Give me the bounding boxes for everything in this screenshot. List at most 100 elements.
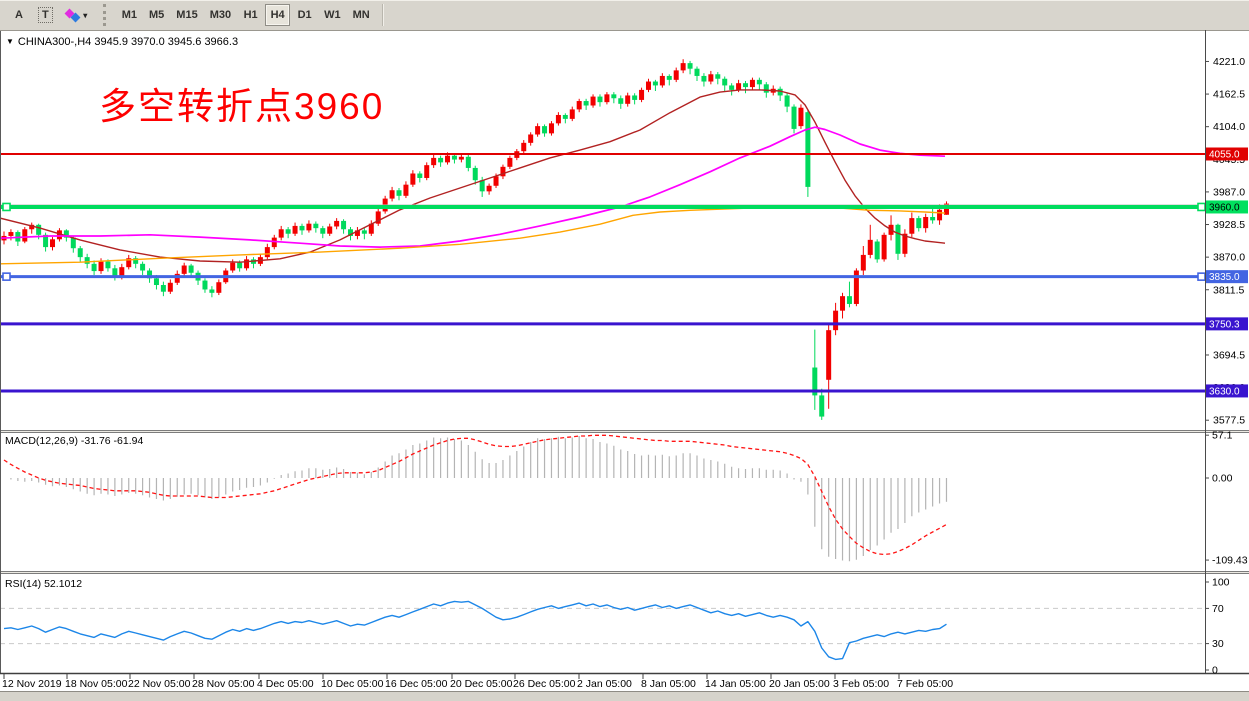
price-badge-3835.0[interactable] — [1206, 270, 1248, 284]
rsi-line — [3, 600, 947, 661]
candle-body — [666, 75, 672, 80]
price-badge-3630.0[interactable] — [1206, 384, 1248, 398]
timeframe-mn-button[interactable]: MN — [348, 4, 375, 26]
toolbar-grip[interactable] — [102, 4, 110, 26]
timeframe-h4-button[interactable]: H4 — [265, 4, 291, 26]
candle-body — [500, 166, 506, 177]
candle-body — [687, 63, 693, 69]
candle-body — [36, 224, 42, 235]
price-tick-label: 3928.5 — [1213, 219, 1245, 231]
candle-body — [826, 330, 832, 380]
candle-body — [542, 126, 548, 134]
candle-body — [389, 190, 395, 199]
text-tool-button[interactable]: T — [33, 4, 58, 26]
price-badge-label: 3750.3 — [1209, 319, 1240, 330]
panel-separator[interactable] — [0, 430, 1249, 433]
hline-handle[interactable] — [1197, 272, 1206, 281]
time-tick-label: 26 Dec 05:00 — [513, 678, 576, 690]
candle-body — [29, 224, 35, 230]
timeframe-m30-button[interactable]: M30 — [205, 4, 236, 26]
macd-panel — [3, 434, 948, 562]
collapse-triangle-icon: ▼ — [6, 37, 14, 46]
time-axis[interactable]: 12 Nov 2019 18 Nov 05:00 22 Nov 05:00 28 No… — [2, 674, 953, 690]
rsi-tick-label: 100 — [1212, 577, 1230, 589]
candle-body — [583, 101, 589, 106]
candle-body — [264, 247, 270, 258]
timeframe-m15-button[interactable]: M15 — [171, 4, 202, 26]
candle-body — [327, 226, 333, 234]
candle-body — [590, 96, 596, 106]
candle-body — [611, 94, 617, 99]
candle-body — [715, 74, 721, 79]
time-tick-label: 20 Dec 05:00 — [450, 678, 513, 690]
candle-body — [777, 88, 783, 96]
price-badge-4055.0[interactable] — [1206, 147, 1248, 161]
candle-body — [50, 239, 56, 248]
rsi-tick-label: 0 — [1212, 665, 1218, 677]
candle-body — [867, 239, 873, 255]
hline-handle[interactable] — [2, 202, 11, 212]
time-tick-label: 20 Jan 05:00 — [769, 678, 830, 690]
candle-body — [403, 184, 409, 196]
timeframe-m5-button[interactable]: M5 — [144, 4, 169, 26]
price-badge-label: 3630.0 — [1209, 386, 1240, 397]
chart-canvas[interactable]: 4221.04162.54104.04045.53987.03928.53870… — [0, 30, 1249, 700]
candle-body — [736, 83, 742, 90]
hline-handle[interactable] — [2, 272, 11, 281]
candle-body — [819, 395, 825, 417]
candle-body — [98, 261, 104, 272]
price-badge-label: 3835.0 — [1209, 272, 1240, 283]
arrows-dropdown-button[interactable]: ▾ — [60, 4, 94, 26]
candle-body — [756, 79, 762, 85]
candle-body — [410, 173, 416, 185]
candle-body — [56, 230, 62, 240]
price-tick-label: 4162.5 — [1213, 89, 1245, 101]
candle-body — [937, 209, 943, 221]
timeframe-h1-button[interactable]: H1 — [238, 4, 263, 26]
macd-tick-label: 57.1 — [1212, 430, 1233, 442]
candle-body — [729, 85, 735, 90]
candle-body — [639, 89, 645, 100]
hline-handle[interactable] — [1197, 202, 1206, 212]
candle-body — [306, 223, 312, 231]
timeframe-m1-button[interactable]: M1 — [117, 4, 142, 26]
text-tool-glyph: T — [38, 7, 53, 23]
time-tick-label: 12 Nov 2019 — [2, 678, 62, 690]
candle-body — [22, 229, 28, 242]
candle-body — [375, 211, 381, 224]
price-badge-3750.3[interactable] — [1206, 317, 1248, 331]
candle-body — [846, 296, 852, 304]
candle-body — [43, 234, 49, 248]
time-tick-label: 10 Dec 05:00 — [321, 678, 384, 690]
price-badge-label: 4055.0 — [1209, 150, 1240, 161]
candle-body — [916, 218, 922, 229]
candle-body — [285, 229, 291, 234]
candle-body — [555, 114, 561, 124]
candle-body — [923, 216, 929, 229]
chart-text-annotation[interactable]: 多空转折点3960 — [99, 86, 385, 127]
panel-separator[interactable] — [0, 571, 1249, 574]
candle-body — [147, 270, 153, 279]
price-badge-3960.0[interactable] — [1206, 200, 1248, 214]
timeframe-w1-button[interactable]: W1 — [319, 4, 346, 26]
candle-body — [909, 218, 915, 234]
price-axis[interactable]: 4221.04162.54104.04045.53987.03928.53870… — [1205, 56, 1248, 427]
candle-body — [299, 225, 305, 231]
time-tick-label: 16 Dec 05:00 — [385, 678, 448, 690]
price-tick-label: 3577.5 — [1213, 415, 1245, 427]
candle-body — [798, 107, 804, 127]
timeframe-d1-button[interactable]: D1 — [292, 4, 317, 26]
candle-body — [105, 261, 111, 269]
candle-body — [632, 95, 638, 100]
candle-body — [119, 267, 125, 277]
candle-body — [70, 237, 76, 249]
candle-body — [417, 173, 423, 178]
candle-body — [348, 229, 353, 236]
candlesticks — [1, 59, 949, 420]
candle-body — [465, 156, 471, 168]
candle-body — [528, 134, 534, 143]
candle-body — [805, 112, 811, 187]
chart-window[interactable] — [0, 30, 1249, 691]
time-tick-label: 14 Jan 05:00 — [705, 678, 766, 690]
text-label-button[interactable]: A — [7, 4, 31, 26]
